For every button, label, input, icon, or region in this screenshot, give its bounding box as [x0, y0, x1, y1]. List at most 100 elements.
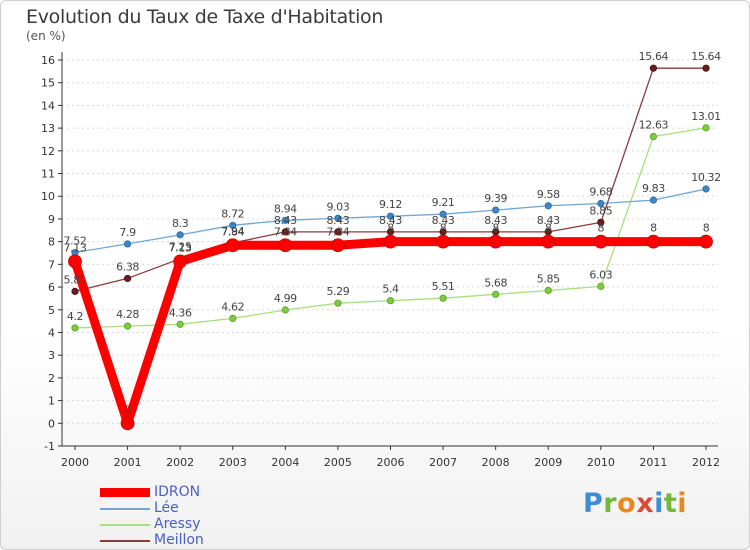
data-label-idron: 8: [650, 222, 657, 235]
data-label-meillon: 7.25: [169, 241, 192, 254]
data-label-meillon: 8.43: [379, 214, 402, 227]
data-label-idron: 8: [598, 222, 605, 235]
data-point-meillon: [71, 287, 79, 295]
data-label-lee: 9.03: [326, 200, 349, 213]
y-tick-label: 4: [48, 326, 55, 339]
data-point-aressy: [702, 124, 710, 132]
data-label-lee: 10.32: [691, 171, 721, 184]
legend-swatch-aressy: [100, 524, 150, 526]
x-tick-label: 2012: [692, 456, 720, 469]
y-tick-label: 10: [41, 190, 55, 203]
y-tick-label: 14: [41, 99, 55, 112]
data-label-lee: 9.68: [589, 186, 612, 199]
x-tick-label: 2011: [639, 456, 667, 469]
y-tick-label: 2: [48, 372, 55, 385]
x-tick-label: 2009: [534, 456, 562, 469]
data-point-meillon: [334, 228, 342, 236]
data-point-meillon: [281, 228, 289, 236]
data-label-aressy: 12.63: [639, 119, 669, 132]
data-label-meillon: 15.64: [691, 50, 721, 63]
data-point-lee: [123, 240, 132, 248]
data-label-meillon: 8.43: [432, 214, 455, 227]
data-point-aressy: [229, 314, 237, 322]
data-label-lee: 8.72: [221, 207, 244, 220]
y-tick-label: 16: [41, 54, 55, 67]
data-label-meillon: 8.43: [484, 214, 507, 227]
legend-label-lee: Lée: [154, 500, 179, 516]
data-label-idron: 8: [492, 222, 499, 235]
legend-label-meillon: Meillon: [154, 532, 204, 548]
x-tick-label: 2005: [324, 456, 352, 469]
data-point-idron: [120, 416, 135, 431]
data-point-aressy: [123, 322, 132, 330]
data-point-lee: [229, 221, 237, 229]
x-tick-label: 2008: [482, 456, 510, 469]
data-label-aressy: 5.29: [326, 285, 349, 298]
x-tick-label: 2003: [219, 456, 247, 469]
data-label-aressy: 5.4: [382, 283, 399, 296]
y-tick-label: 13: [41, 122, 55, 135]
data-point-aressy: [334, 299, 342, 307]
data-label-aressy: 4.99: [274, 292, 297, 305]
legend-label-aressy: Aressy: [154, 516, 201, 532]
data-label-lee: 9.12: [379, 198, 402, 211]
data-point-meillon: [123, 274, 132, 283]
data-point-idron: [436, 234, 450, 249]
x-tick-label: 2007: [429, 456, 457, 469]
data-label-aressy: 4.28: [116, 308, 139, 321]
data-point-idron: [646, 234, 661, 249]
x-tick-label: 2002: [166, 456, 194, 469]
data-label-aressy: 5.85: [537, 272, 560, 285]
y-tick-label: -1: [44, 440, 55, 453]
x-tick-label: 2010: [587, 456, 615, 469]
data-point-lee: [492, 206, 500, 214]
x-tick-label: 2006: [377, 456, 405, 469]
data-point-meillon: [597, 218, 605, 226]
data-label-aressy: 4.36: [169, 306, 192, 319]
data-label-lee: 7.52: [64, 235, 87, 248]
data-label-lee: 7.9: [119, 226, 136, 239]
chart-title: Evolution du Taux de Taxe d'Habitation: [26, 6, 384, 28]
legend-swatch-lee: [100, 508, 150, 510]
data-label-lee: 9.21: [432, 196, 455, 209]
data-point-aressy: [597, 282, 605, 290]
data-point-idron: [383, 234, 398, 249]
data-label-lee: 9.58: [537, 188, 560, 201]
data-label-lee: 8.94: [274, 202, 297, 215]
data-point-lee: [386, 212, 395, 220]
data-label-idron: 8: [440, 222, 447, 235]
data-label-meillon: 7.94: [221, 225, 244, 238]
y-tick-label: 9: [48, 213, 55, 226]
data-label-aressy: 4.2: [67, 310, 83, 323]
data-point-aressy: [492, 290, 500, 298]
data-point-idron: [68, 254, 82, 269]
data-label-aressy: 6.03: [589, 268, 612, 281]
y-tick-label: 0: [48, 417, 55, 430]
data-point-idron: [699, 234, 713, 249]
unit-label: (en %): [26, 29, 66, 43]
data-label-meillon: 15.64: [639, 50, 669, 63]
data-label-idron: 7.84: [274, 225, 297, 238]
y-tick-label: 12: [41, 145, 55, 158]
data-label-idron: 8: [387, 222, 394, 235]
y-tick-label: 6: [48, 281, 55, 294]
data-point-lee: [281, 216, 289, 224]
data-point-idron: [278, 238, 293, 253]
data-point-lee: [334, 214, 342, 222]
y-tick-label: 1: [48, 395, 55, 408]
data-point-lee: [544, 202, 552, 210]
data-point-aressy: [71, 324, 79, 332]
data-label-idron: 7.84: [221, 225, 244, 238]
data-label-idron: 8: [703, 222, 710, 235]
data-label-lee: 9.39: [484, 192, 507, 205]
data-point-aressy: [386, 297, 395, 305]
y-tick-label: 11: [41, 168, 55, 181]
data-point-aressy: [176, 320, 184, 328]
y-tick-label: 8: [48, 236, 55, 249]
data-point-meillon: [702, 64, 710, 72]
data-label-aressy: 5.51: [432, 280, 455, 293]
x-tick-label: 2001: [114, 456, 142, 469]
data-label-meillon: 8.43: [537, 214, 560, 227]
